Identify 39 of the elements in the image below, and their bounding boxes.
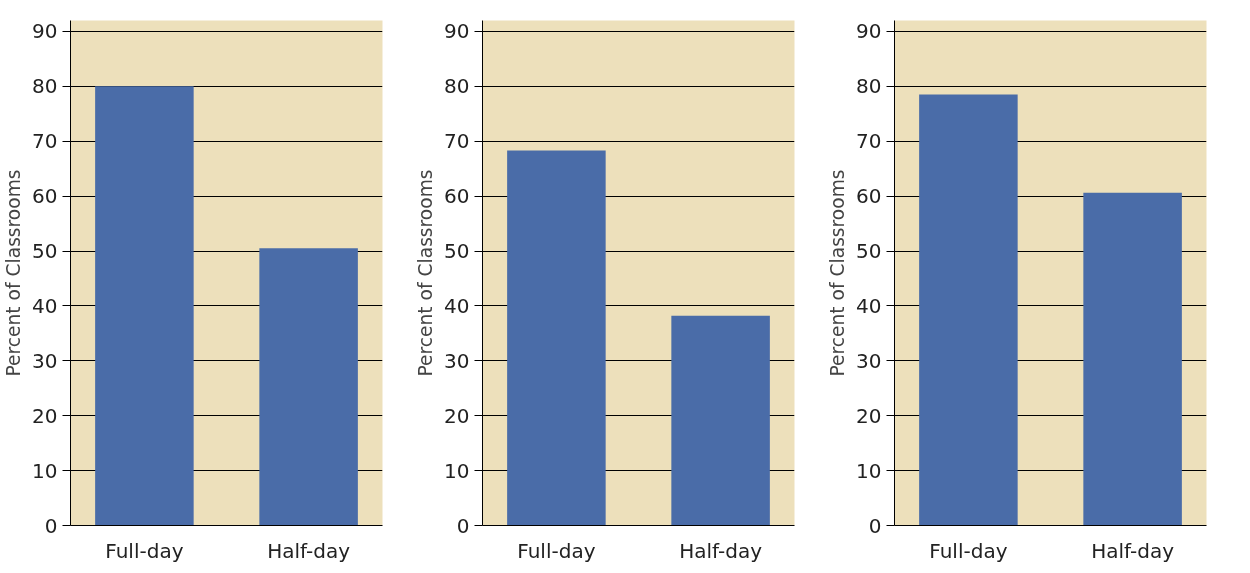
y-tick-label: 30 [444, 348, 470, 373]
y-tick-label: 30 [32, 348, 58, 373]
y-tick-label: 10 [32, 458, 58, 483]
y-tick-label: 60 [444, 184, 470, 209]
x-tick-label: Full-day [105, 538, 184, 563]
y-tick-label: 80 [32, 74, 58, 99]
y-tick-label: 20 [856, 403, 882, 428]
y-tick-label: 40 [444, 293, 470, 318]
y-tick-label: 60 [856, 184, 882, 209]
y-tick-label: 80 [444, 74, 470, 99]
y-tick-label: 90 [32, 19, 58, 44]
y-tick-label: 0 [868, 513, 882, 538]
x-tick-label: Full-day [929, 538, 1008, 563]
y-tick-label: 70 [856, 129, 882, 154]
y-tick-label: 70 [32, 129, 58, 154]
x-tick-label: Half-day [679, 538, 763, 563]
y-tick-label: 80 [856, 74, 882, 99]
x-tick-label: Full-day [517, 538, 596, 563]
y-axis-title: Percent of Classrooms [3, 169, 25, 377]
y-tick-label: 70 [444, 129, 470, 154]
y-tick-label: 90 [444, 19, 470, 44]
y-tick-label: 50 [856, 239, 882, 264]
y-axis-title: Percent of Classrooms [415, 169, 437, 377]
y-tick-label: 40 [856, 293, 882, 318]
y-tick-label: 50 [444, 239, 470, 264]
y-tick-label: 0 [456, 513, 470, 538]
y-tick-label: 30 [856, 348, 882, 373]
y-tick-label: 10 [856, 458, 882, 483]
y-axis-title: Percent of Classrooms [827, 169, 849, 377]
y-tick-label: 60 [32, 184, 58, 209]
x-tick-label: Half-day [1091, 538, 1175, 563]
y-tick-label: 20 [444, 403, 470, 428]
y-tick-label: 20 [32, 403, 58, 428]
y-tick-label: 50 [32, 239, 58, 264]
x-tick-label: Half-day [267, 538, 351, 563]
y-tick-label: 10 [444, 458, 470, 483]
y-tick-label: 40 [32, 293, 58, 318]
y-tick-label: 0 [44, 513, 58, 538]
y-tick-label: 90 [856, 19, 882, 44]
